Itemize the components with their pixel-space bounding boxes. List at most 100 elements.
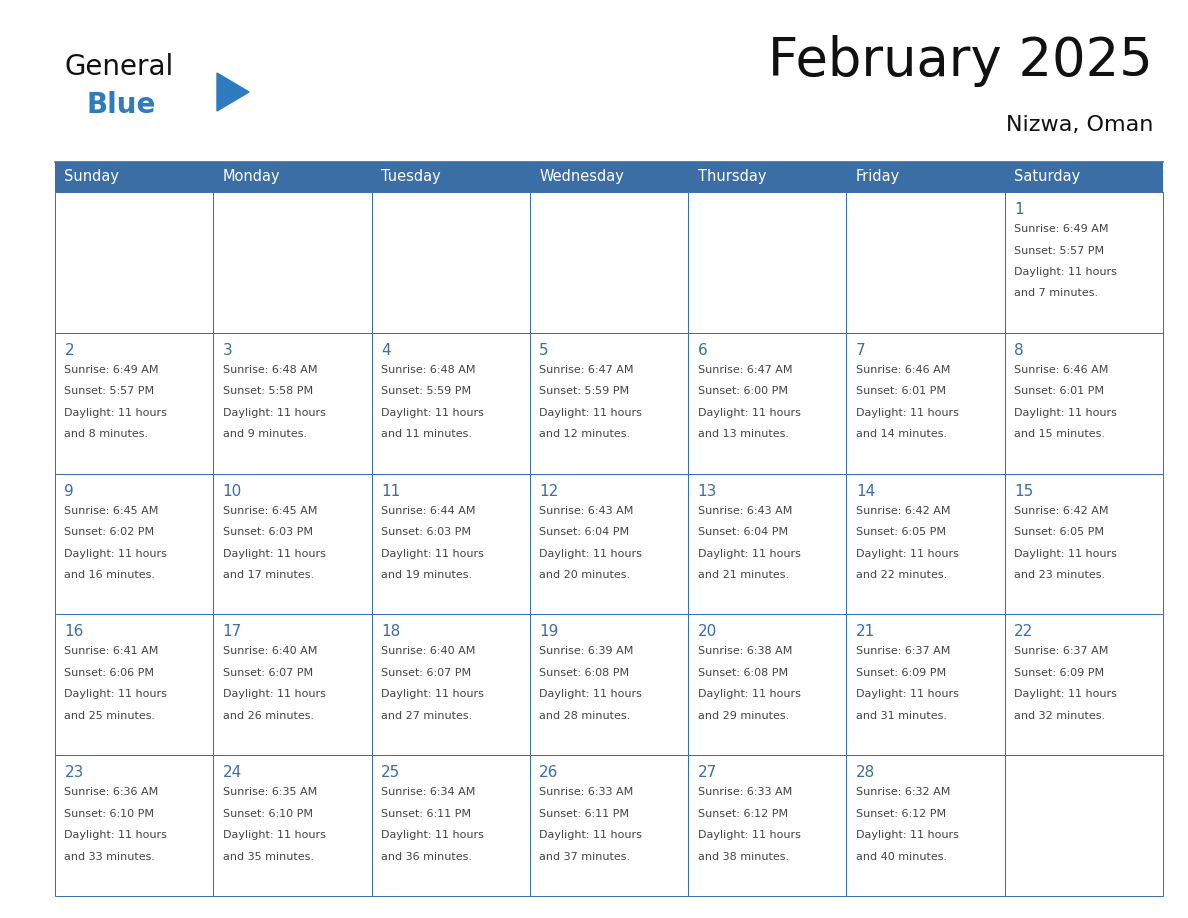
Text: 7: 7 (855, 342, 866, 358)
Text: Daylight: 11 hours: Daylight: 11 hours (855, 408, 959, 418)
Text: Sunrise: 6:37 AM: Sunrise: 6:37 AM (855, 646, 950, 656)
Text: Sunset: 6:10 PM: Sunset: 6:10 PM (64, 809, 154, 819)
Text: and 25 minutes.: and 25 minutes. (64, 711, 156, 721)
Text: Daylight: 11 hours: Daylight: 11 hours (855, 689, 959, 700)
Text: and 28 minutes.: and 28 minutes. (539, 711, 631, 721)
Text: and 27 minutes.: and 27 minutes. (381, 711, 473, 721)
Text: Sunrise: 6:35 AM: Sunrise: 6:35 AM (223, 788, 317, 797)
Text: Sunrise: 6:42 AM: Sunrise: 6:42 AM (855, 506, 950, 516)
Text: Daylight: 11 hours: Daylight: 11 hours (539, 689, 643, 700)
Text: Saturday: Saturday (1015, 170, 1080, 185)
Text: Sunrise: 6:44 AM: Sunrise: 6:44 AM (381, 506, 475, 516)
Bar (846, 192, 1005, 333)
Text: Daylight: 11 hours: Daylight: 11 hours (64, 830, 168, 840)
Text: and 12 minutes.: and 12 minutes. (539, 430, 631, 440)
Text: and 17 minutes.: and 17 minutes. (223, 570, 314, 580)
Text: February 2025: February 2025 (769, 35, 1154, 87)
Bar (55, 756, 214, 896)
Text: Daylight: 11 hours: Daylight: 11 hours (223, 830, 326, 840)
Text: 8: 8 (1015, 342, 1024, 358)
Bar (55, 614, 214, 756)
Text: Wednesday: Wednesday (539, 170, 624, 185)
Bar (372, 192, 530, 333)
Text: and 31 minutes.: and 31 minutes. (855, 711, 947, 721)
Text: Thursday: Thursday (697, 170, 766, 185)
Bar (846, 614, 1005, 756)
Bar (530, 756, 688, 896)
Text: 3: 3 (223, 342, 233, 358)
Text: Sunrise: 6:45 AM: Sunrise: 6:45 AM (223, 506, 317, 516)
Text: 10: 10 (223, 484, 242, 498)
Bar (1005, 162, 1163, 192)
Text: Daylight: 11 hours: Daylight: 11 hours (381, 689, 484, 700)
Text: Sunset: 6:09 PM: Sunset: 6:09 PM (1015, 668, 1105, 677)
Bar (55, 333, 214, 474)
Text: Daylight: 11 hours: Daylight: 11 hours (381, 830, 484, 840)
Bar (55, 162, 214, 192)
Text: Sunrise: 6:48 AM: Sunrise: 6:48 AM (381, 364, 475, 375)
Bar (214, 756, 372, 896)
Text: Sunset: 5:59 PM: Sunset: 5:59 PM (539, 386, 630, 397)
Text: Sunset: 6:02 PM: Sunset: 6:02 PM (64, 527, 154, 537)
Text: Sunset: 6:03 PM: Sunset: 6:03 PM (381, 527, 472, 537)
Text: Daylight: 11 hours: Daylight: 11 hours (697, 830, 801, 840)
Text: 20: 20 (697, 624, 716, 640)
Text: Daylight: 11 hours: Daylight: 11 hours (64, 689, 168, 700)
Text: 6: 6 (697, 342, 707, 358)
Text: Sunrise: 6:32 AM: Sunrise: 6:32 AM (855, 788, 950, 797)
Text: Sunrise: 6:36 AM: Sunrise: 6:36 AM (64, 788, 159, 797)
Text: 9: 9 (64, 484, 74, 498)
Bar (55, 192, 214, 333)
Text: Sunset: 6:12 PM: Sunset: 6:12 PM (855, 809, 946, 819)
Text: and 7 minutes.: and 7 minutes. (1015, 288, 1099, 298)
Text: and 29 minutes.: and 29 minutes. (697, 711, 789, 721)
Bar (372, 333, 530, 474)
Bar (214, 474, 372, 614)
Text: 19: 19 (539, 624, 558, 640)
Text: Daylight: 11 hours: Daylight: 11 hours (223, 549, 326, 558)
Text: Sunrise: 6:47 AM: Sunrise: 6:47 AM (697, 364, 792, 375)
Text: Sunset: 5:57 PM: Sunset: 5:57 PM (64, 386, 154, 397)
Text: Sunset: 6:09 PM: Sunset: 6:09 PM (855, 668, 946, 677)
Text: 18: 18 (381, 624, 400, 640)
Text: Sunrise: 6:33 AM: Sunrise: 6:33 AM (697, 788, 792, 797)
Text: Sunrise: 6:34 AM: Sunrise: 6:34 AM (381, 788, 475, 797)
Bar (688, 162, 846, 192)
Bar (1005, 192, 1163, 333)
Text: Sunset: 6:01 PM: Sunset: 6:01 PM (855, 386, 946, 397)
Text: Sunrise: 6:41 AM: Sunrise: 6:41 AM (64, 646, 159, 656)
Text: and 15 minutes.: and 15 minutes. (1015, 430, 1105, 440)
Text: Sunset: 6:06 PM: Sunset: 6:06 PM (64, 668, 154, 677)
Text: Sunrise: 6:37 AM: Sunrise: 6:37 AM (1015, 646, 1108, 656)
Bar (846, 333, 1005, 474)
Text: and 32 minutes.: and 32 minutes. (1015, 711, 1105, 721)
Text: Sunset: 6:08 PM: Sunset: 6:08 PM (697, 668, 788, 677)
Text: Daylight: 11 hours: Daylight: 11 hours (539, 549, 643, 558)
Bar (846, 756, 1005, 896)
Text: Sunrise: 6:33 AM: Sunrise: 6:33 AM (539, 788, 633, 797)
Text: Daylight: 11 hours: Daylight: 11 hours (539, 830, 643, 840)
Text: and 21 minutes.: and 21 minutes. (697, 570, 789, 580)
Text: Sunrise: 6:38 AM: Sunrise: 6:38 AM (697, 646, 792, 656)
Text: Sunrise: 6:45 AM: Sunrise: 6:45 AM (64, 506, 159, 516)
Text: Daylight: 11 hours: Daylight: 11 hours (223, 689, 326, 700)
Bar (1005, 333, 1163, 474)
Bar (1005, 474, 1163, 614)
Bar (688, 333, 846, 474)
Text: 14: 14 (855, 484, 876, 498)
Bar (372, 474, 530, 614)
Text: 25: 25 (381, 766, 400, 780)
Text: and 33 minutes.: and 33 minutes. (64, 852, 156, 862)
Text: and 9 minutes.: and 9 minutes. (223, 430, 307, 440)
Text: Sunset: 6:07 PM: Sunset: 6:07 PM (381, 668, 472, 677)
Text: Daylight: 11 hours: Daylight: 11 hours (855, 549, 959, 558)
Text: and 22 minutes.: and 22 minutes. (855, 570, 947, 580)
Bar (688, 756, 846, 896)
Bar (530, 162, 688, 192)
Text: Sunrise: 6:39 AM: Sunrise: 6:39 AM (539, 646, 633, 656)
Bar (846, 474, 1005, 614)
Bar (1005, 756, 1163, 896)
Bar (372, 162, 530, 192)
Text: and 36 minutes.: and 36 minutes. (381, 852, 472, 862)
Bar (55, 474, 214, 614)
